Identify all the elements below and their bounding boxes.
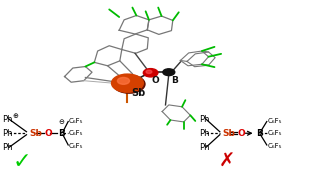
Text: Sb: Sb — [132, 88, 146, 98]
Text: ⊕: ⊕ — [12, 113, 18, 119]
Text: C₆F₅: C₆F₅ — [267, 118, 282, 124]
Text: Ph: Ph — [199, 115, 210, 124]
Text: C₆F₅: C₆F₅ — [69, 118, 83, 124]
Text: ✗: ✗ — [218, 152, 235, 171]
Text: Ph: Ph — [2, 143, 13, 152]
Circle shape — [143, 69, 158, 77]
Text: Ph: Ph — [199, 129, 210, 138]
Text: O: O — [151, 76, 159, 85]
Text: C₆F₅: C₆F₅ — [267, 130, 282, 136]
Text: B: B — [58, 129, 65, 138]
Text: O: O — [45, 129, 52, 138]
Circle shape — [112, 74, 143, 92]
Text: C₆F₅: C₆F₅ — [267, 143, 282, 149]
Text: O: O — [238, 129, 245, 138]
Circle shape — [163, 69, 175, 76]
Circle shape — [113, 75, 145, 93]
Text: Ph: Ph — [2, 115, 13, 124]
Text: B: B — [171, 76, 178, 85]
Text: Ph: Ph — [199, 143, 210, 152]
Text: ✓: ✓ — [12, 152, 31, 172]
Text: B: B — [257, 129, 263, 138]
Text: Sb: Sb — [29, 129, 42, 138]
Text: C₆F₅: C₆F₅ — [69, 143, 83, 149]
Text: Ph: Ph — [2, 129, 13, 138]
Text: Sb: Sb — [222, 129, 235, 138]
Circle shape — [118, 77, 129, 84]
Circle shape — [146, 70, 152, 74]
Text: ⊖: ⊖ — [58, 119, 64, 125]
Text: C₆F₅: C₆F₅ — [69, 130, 83, 136]
